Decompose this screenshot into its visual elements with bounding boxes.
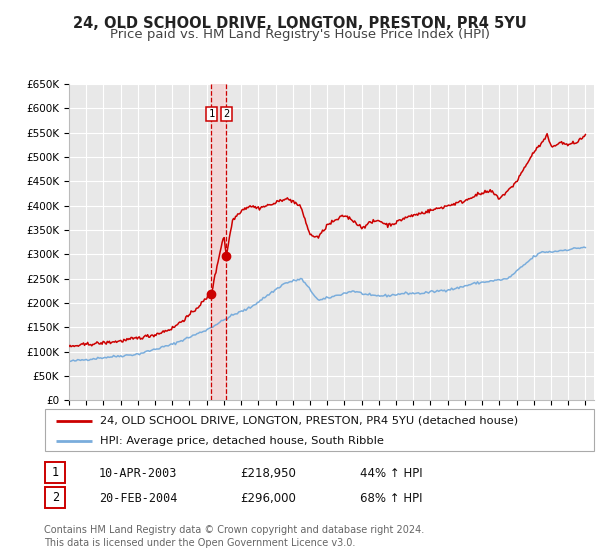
Text: 24, OLD SCHOOL DRIVE, LONGTON, PRESTON, PR4 5YU (detached house): 24, OLD SCHOOL DRIVE, LONGTON, PRESTON, …: [100, 416, 518, 426]
FancyBboxPatch shape: [45, 409, 594, 451]
Text: 1: 1: [52, 466, 59, 479]
Text: 24, OLD SCHOOL DRIVE, LONGTON, PRESTON, PR4 5YU: 24, OLD SCHOOL DRIVE, LONGTON, PRESTON, …: [73, 16, 527, 31]
Text: 44% ↑ HPI: 44% ↑ HPI: [360, 466, 422, 480]
Text: 2: 2: [223, 109, 229, 119]
Text: HPI: Average price, detached house, South Ribble: HPI: Average price, detached house, Sout…: [100, 436, 384, 446]
FancyBboxPatch shape: [45, 462, 65, 483]
Text: £296,000: £296,000: [240, 492, 296, 505]
Text: 1: 1: [208, 109, 214, 119]
Text: 2: 2: [52, 491, 59, 504]
Text: £218,950: £218,950: [240, 466, 296, 480]
Bar: [211, 84, 226, 400]
Text: 10-APR-2003: 10-APR-2003: [99, 466, 178, 480]
Text: Contains HM Land Registry data © Crown copyright and database right 2024.
This d: Contains HM Land Registry data © Crown c…: [44, 525, 424, 548]
FancyBboxPatch shape: [45, 487, 65, 508]
Text: 68% ↑ HPI: 68% ↑ HPI: [360, 492, 422, 505]
Text: Price paid vs. HM Land Registry's House Price Index (HPI): Price paid vs. HM Land Registry's House …: [110, 28, 490, 41]
Text: 20-FEB-2004: 20-FEB-2004: [99, 492, 178, 505]
